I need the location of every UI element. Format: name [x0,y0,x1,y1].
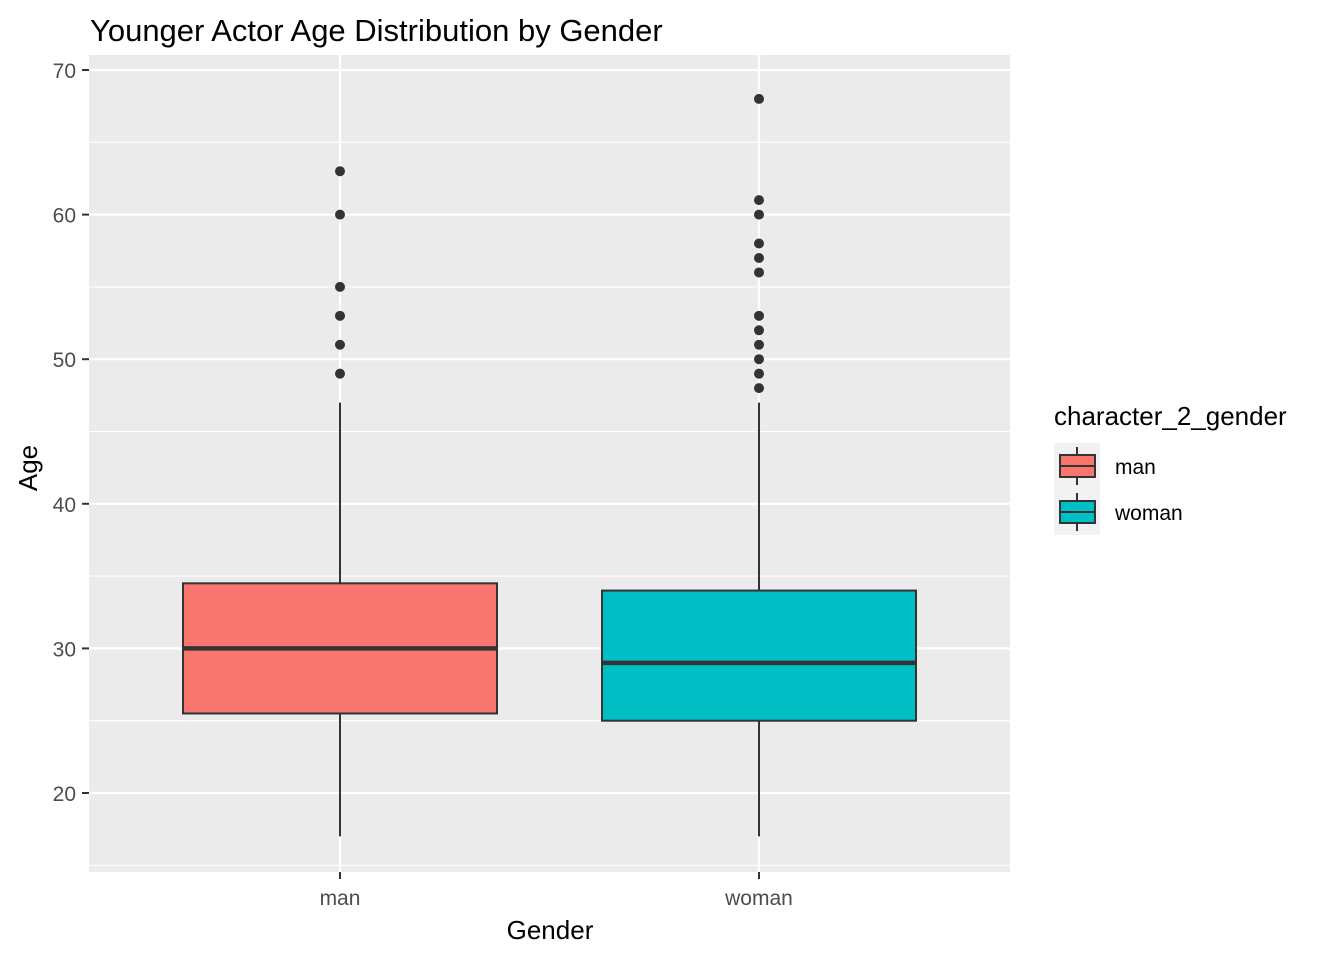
legend-item-man: man [1059,447,1156,485]
y-tick-label: 30 [53,638,76,661]
outlier-point [335,339,345,350]
outlier-point [754,383,764,394]
outlier-point [335,368,345,379]
outlier-point [754,238,764,249]
x-axis: man woman [320,872,793,910]
outlier-point [754,267,764,278]
x-axis-label: Gender [507,915,594,945]
box-woman [601,93,917,837]
outlier-point [335,281,345,292]
y-axis-label: Age [13,445,43,491]
y-tick-label: 40 [53,494,76,517]
outlier-point [754,354,764,365]
legend-label: woman [1114,502,1183,525]
y-tick-label: 60 [53,205,76,228]
outlier-point [754,325,764,336]
outlier-point [754,339,764,350]
outlier-point [335,209,345,220]
outlier-point [335,310,345,321]
chart-title: Younger Actor Age Distribution by Gender [90,13,663,48]
outlier-point [335,166,345,177]
legend-title: character_2_gender [1054,401,1287,431]
box-series [182,93,917,837]
outlier-point [754,252,764,263]
x-tick-label: woman [724,887,793,910]
box-body [601,589,917,722]
box-man [182,166,498,837]
y-tick-label: 50 [53,349,76,372]
legend-label: man [1115,456,1156,479]
outlier-point [754,93,764,104]
outlier-point [754,310,764,321]
x-tick-label: man [320,887,361,910]
legend-item-woman: woman [1059,493,1183,531]
outlier-point [754,209,764,220]
legend: character_2_gender man woman [1054,401,1287,535]
outlier-point [754,368,764,379]
y-tick-label: 70 [53,60,76,83]
plot-panel [89,55,1010,872]
y-tick-label: 20 [53,783,76,806]
y-axis: 20 30 40 50 60 70 [53,60,89,806]
outlier-point [754,195,764,206]
